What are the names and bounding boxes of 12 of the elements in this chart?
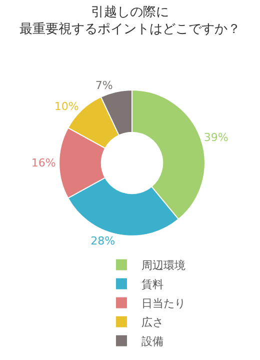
legend-label: 設備 bbox=[141, 334, 164, 348]
data-label: 39% bbox=[204, 131, 228, 144]
data-label: 10% bbox=[54, 100, 79, 113]
chart-subtitle: 最重要視するポイントはどこですか？ bbox=[20, 22, 240, 38]
legend-label: 周辺環境 bbox=[141, 258, 186, 272]
legend-label: 賃料 bbox=[141, 278, 164, 291]
legend-label: 広さ bbox=[141, 316, 164, 329]
data-label: 28% bbox=[90, 234, 116, 248]
data-label: 7% bbox=[95, 79, 113, 92]
chart-title: 引越しの際に bbox=[91, 5, 169, 20]
data-label: 16% bbox=[31, 156, 56, 170]
legend-label: 日当たり bbox=[141, 296, 186, 310]
